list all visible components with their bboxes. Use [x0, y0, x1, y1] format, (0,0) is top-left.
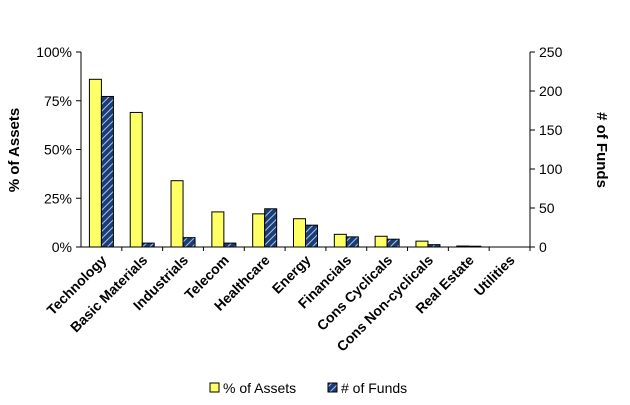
y-tick-label: 0%: [52, 239, 72, 255]
bar-assets: [333, 233, 347, 248]
legend-label-assets: % of Assets: [223, 380, 296, 396]
legend: % of Assets # of Funds: [209, 380, 407, 396]
bar-funds: [386, 238, 400, 248]
bar-assets: [374, 235, 388, 248]
bar-assets: [170, 180, 184, 248]
bar-funds: [141, 242, 155, 248]
bar-assets: [211, 211, 225, 248]
y2-axis-title: # of Funds: [593, 112, 610, 188]
y2-tick-label: 200: [539, 83, 563, 99]
legend-label-funds: # of Funds: [341, 380, 407, 396]
bar-funds: [345, 236, 359, 248]
y-tick-label: 50%: [44, 142, 72, 158]
bar-funds: [182, 237, 196, 248]
y2-tick-label: 100: [539, 161, 563, 177]
legend-swatch-funds: [327, 382, 338, 393]
bars-layer: [88, 78, 482, 248]
y-axis-title: % of Assets: [6, 108, 23, 192]
bar-funds: [100, 95, 114, 248]
y2-tick-label: 0: [539, 239, 547, 255]
bar-assets: [415, 240, 429, 248]
left-tick-labels: 0% 25% 50% 75% 100%: [36, 44, 72, 255]
bar-assets: [88, 78, 102, 248]
bar-assets: [252, 213, 266, 248]
bar-funds: [305, 224, 318, 248]
right-tick-labels: 0 50 100 150 200 250: [539, 44, 563, 255]
axes-layer: [76, 51, 535, 251]
category-label: Utilities: [471, 252, 518, 299]
bar-assets: [129, 111, 143, 248]
bar-assets: [293, 218, 306, 248]
y2-tick-label: 150: [539, 122, 563, 138]
legend-swatch-assets: [209, 382, 220, 393]
y-tick-label: 100%: [36, 44, 72, 60]
y2-tick-label: 250: [539, 44, 563, 60]
y-tick-label: 25%: [44, 190, 72, 206]
bar-funds: [264, 208, 278, 248]
y-tick-label: 75%: [44, 93, 72, 109]
bar-funds: [223, 242, 237, 248]
y2-tick-label: 50: [539, 200, 555, 216]
